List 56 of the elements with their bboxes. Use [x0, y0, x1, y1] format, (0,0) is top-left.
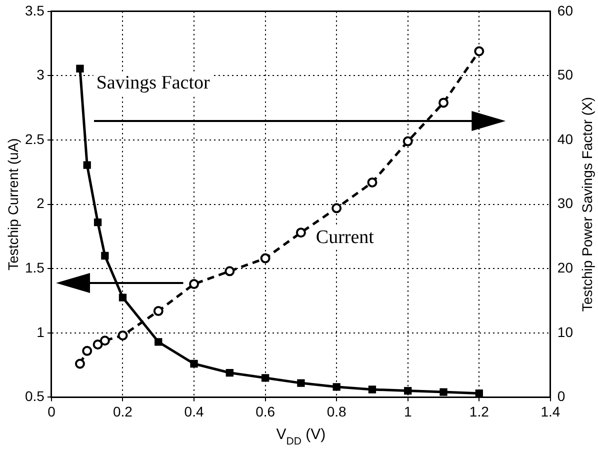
point	[100, 336, 110, 346]
y2-tick-label: 10	[557, 324, 574, 340]
y2-tick-label: 20	[557, 259, 574, 276]
x-tick-label: 0.4	[184, 403, 204, 420]
point	[190, 360, 198, 368]
x-tick-label: 1	[404, 403, 412, 420]
point	[76, 64, 84, 72]
point	[332, 203, 342, 214]
point	[474, 46, 484, 56]
point	[368, 386, 376, 394]
x-tick-label: 1.2	[469, 403, 490, 420]
point	[101, 252, 109, 260]
y-tick-label: 3.5	[24, 2, 45, 18]
y2-tick-label: 60	[557, 2, 574, 18]
x-tick-label: 0.8	[326, 403, 347, 420]
y-axis-title: Testchip Current (uA)	[4, 138, 21, 270]
y2-tick-label: 50	[557, 66, 574, 83]
point	[438, 98, 449, 108]
point	[402, 136, 413, 146]
x-tick-label: 0	[48, 403, 56, 420]
series-label: Savings Factor	[96, 72, 211, 94]
point	[74, 358, 85, 369]
point	[94, 218, 102, 226]
point	[260, 253, 270, 264]
point	[475, 390, 483, 398]
y2-tick-label: 0	[557, 388, 566, 404]
y-tick-label: 2	[36, 195, 45, 212]
series-label: Current	[316, 226, 375, 248]
point	[118, 330, 128, 340]
point	[332, 383, 340, 391]
point	[296, 228, 306, 238]
y-tick-label: 2.5	[24, 130, 45, 147]
y-tick-label: 1	[36, 324, 45, 340]
x-tick-label: 0.2	[113, 403, 133, 420]
y2-tick-label: 40	[557, 130, 574, 147]
point	[297, 379, 305, 387]
y2-tick-label: 30	[557, 195, 574, 212]
point	[440, 388, 448, 396]
point	[224, 266, 235, 276]
point	[261, 374, 270, 382]
point	[404, 386, 412, 395]
point	[118, 294, 127, 302]
point	[154, 338, 162, 346]
point	[83, 161, 91, 169]
y2-axis-title: Testchip Power Savings Factor (X)	[578, 96, 595, 312]
y-tick-label: 1.5	[24, 259, 45, 276]
point	[367, 177, 378, 188]
y-tick-label: 0.5	[24, 388, 45, 404]
point	[189, 279, 200, 290]
point	[226, 368, 234, 377]
point	[92, 339, 103, 350]
point	[153, 306, 164, 316]
point	[82, 346, 92, 356]
x-tick-label: 1.4	[540, 403, 560, 420]
y-tick-label: 3	[36, 66, 45, 83]
x-tick-label: 0.6	[256, 403, 276, 420]
